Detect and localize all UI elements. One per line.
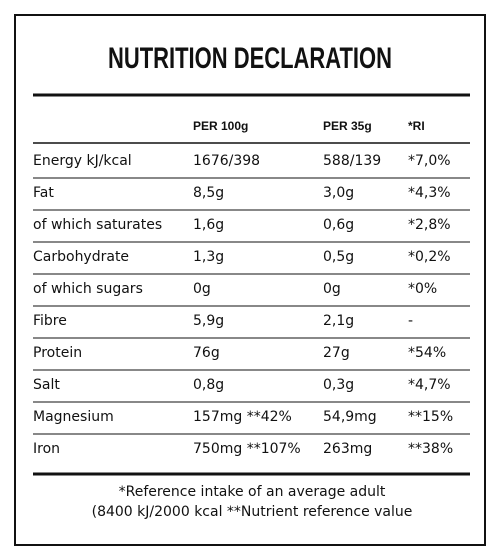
cell: 263mg bbox=[323, 441, 372, 457]
cell: 54,9mg bbox=[323, 409, 377, 425]
row-label: Salt bbox=[33, 377, 60, 393]
row-label: Energy kJ/kcal bbox=[33, 153, 132, 169]
column-header: *RI bbox=[408, 119, 425, 133]
cell: 76g bbox=[193, 345, 220, 361]
cell: *4,3% bbox=[408, 185, 451, 201]
row-label: of which sugars bbox=[33, 281, 143, 297]
cell: 0,8g bbox=[193, 377, 224, 393]
cell: *4,7% bbox=[408, 377, 451, 393]
cell: 2,1g bbox=[323, 313, 354, 329]
cell: 5,9g bbox=[193, 313, 224, 329]
cell: 0,3g bbox=[323, 377, 354, 393]
row-label: of which saturates bbox=[33, 217, 162, 233]
cell: **38% bbox=[408, 441, 453, 457]
cell: **15% bbox=[408, 409, 453, 425]
cell: - bbox=[408, 313, 413, 329]
row-label: Iron bbox=[33, 441, 60, 457]
footnote: *Reference intake of an average adult bbox=[119, 484, 386, 500]
cell: 157mg **42% bbox=[193, 409, 292, 425]
border bbox=[14, 14, 486, 546]
cell: 0g bbox=[193, 281, 211, 297]
cell: 0,6g bbox=[323, 217, 354, 233]
cell: 588/139 bbox=[323, 153, 381, 169]
row-label: Protein bbox=[33, 345, 82, 361]
cell: 1,6g bbox=[193, 217, 224, 233]
row-label: Fat bbox=[33, 185, 54, 201]
footnote: (8400 kJ/2000 kcal **Nutrient reference … bbox=[92, 504, 413, 520]
cell: *0% bbox=[408, 281, 437, 297]
row-label: Fibre bbox=[33, 313, 67, 329]
cell: 27g bbox=[323, 345, 350, 361]
cell: *54% bbox=[408, 345, 446, 361]
column-header: PER 35g bbox=[323, 119, 372, 133]
title: NUTRITION DECLARATION bbox=[108, 42, 392, 75]
cell: *0,2% bbox=[408, 249, 451, 265]
cell: 1,3g bbox=[193, 249, 224, 265]
row-label: Carbohydrate bbox=[33, 249, 129, 265]
cell: *2,8% bbox=[408, 217, 451, 233]
cell: *7,0% bbox=[408, 153, 451, 169]
column-header: PER 100g bbox=[193, 119, 248, 133]
cell: 8,5g bbox=[193, 185, 224, 201]
row-label: Magnesium bbox=[33, 409, 114, 425]
cell: 750mg **107% bbox=[193, 441, 301, 457]
cell: 0g bbox=[323, 281, 341, 297]
cell: 0,5g bbox=[323, 249, 354, 265]
cell: 3,0g bbox=[323, 185, 354, 201]
cell: 1676/398 bbox=[193, 153, 260, 169]
